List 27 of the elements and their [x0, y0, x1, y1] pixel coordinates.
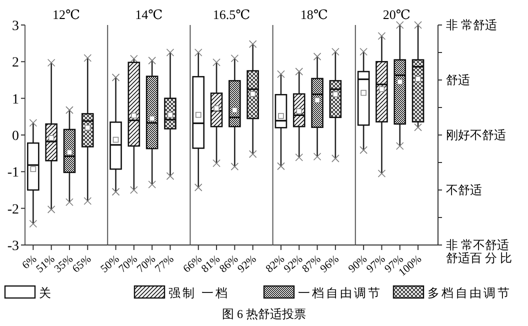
caption: 图 6 热舒适投票 — [222, 307, 306, 321]
y-tick-label: 0 — [12, 129, 19, 144]
y-tick-label: -3 — [7, 239, 19, 254]
legend-label: 关 — [39, 286, 53, 300]
legend-item: 一档自由调节 — [263, 285, 382, 300]
chart-title: 12℃ — [52, 7, 80, 22]
y-tick-label: 1 — [12, 92, 19, 108]
legend-item: 多档自由调节 — [392, 285, 512, 300]
text: 非 常不舒适 — [446, 238, 509, 252]
y-tick-label: -1 — [7, 166, 19, 181]
chart-title: 20℃ — [382, 7, 410, 22]
chart-title: 14℃ — [135, 7, 163, 22]
text: 刚好不舒适 — [446, 128, 506, 142]
text: 舒适 — [446, 73, 470, 87]
legend-item: 强制 一档 — [134, 285, 230, 300]
y-tick-label: 2 — [12, 56, 19, 71]
y-tick-label: -2 — [7, 202, 19, 218]
legend-item: 关 — [4, 285, 53, 300]
text: 不舒适 — [446, 183, 482, 197]
text: 非 常舒适 — [446, 18, 497, 32]
legend-label: 多档自由调节 — [428, 286, 512, 300]
legend-label: 强制 一档 — [168, 286, 230, 300]
legend-label: 一档自由调节 — [298, 286, 382, 300]
y-tick-label: 3 — [12, 19, 19, 34]
chart-title: 16.5℃ — [212, 7, 250, 22]
x-axis-title: 舒适百 分 比 — [446, 251, 512, 265]
chart-title: 18℃ — [300, 7, 328, 22]
